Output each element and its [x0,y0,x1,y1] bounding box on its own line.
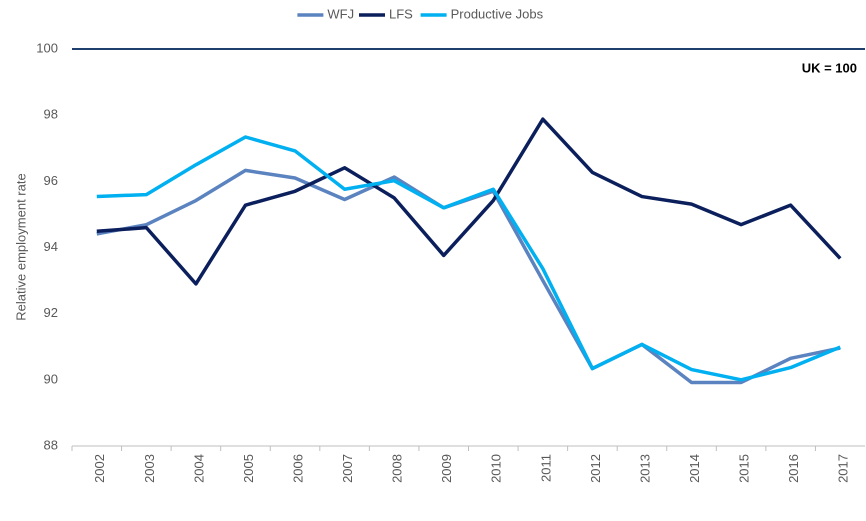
reference-label: UK = 100 [802,60,857,75]
x-tick-label: 2004 [191,454,206,483]
x-tick-label: 2002 [92,454,107,483]
y-tick-label: 88 [44,437,58,452]
x-tick-label: 2012 [588,454,603,483]
y-tick-label: 96 [44,173,58,188]
x-tick-label: 2005 [241,454,256,483]
x-tick-label: 2010 [489,454,504,483]
x-tick-label: 2007 [340,454,355,483]
y-tick-label: 98 [44,107,58,122]
legend-label: WFJ [327,6,354,21]
x-tick-label: 2003 [142,454,157,483]
x-tick-label: 2016 [786,454,801,483]
x-tick-label: 2011 [538,454,553,482]
series-line [96,168,841,385]
x-tick-label: 2008 [390,454,405,483]
x-tick-label: 2014 [687,454,702,483]
series-line [96,135,841,382]
x-tick-label: 2017 [836,454,851,483]
x-tick-label: 2015 [737,454,752,483]
y-tick-label: 92 [44,305,58,320]
legend-label: Productive Jobs [451,6,544,21]
y-tick-label: 100 [36,40,58,55]
y-tick-label: 90 [44,371,58,386]
x-tick-label: 2009 [439,454,454,483]
y-tick-label: 94 [44,239,58,254]
x-tick-label: 2006 [290,454,305,483]
legend-label: LFS [389,6,413,21]
x-tick-label: 2013 [637,454,652,483]
y-axis-label: Relative employment rate [13,173,28,320]
series-line [96,117,842,286]
